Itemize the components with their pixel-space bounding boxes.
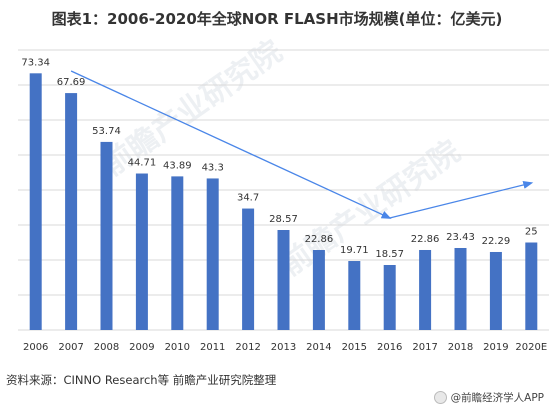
trend-arrow-down — [70, 70, 392, 219]
x-tick-label: 2018 — [448, 342, 473, 353]
bar-2009 — [135, 173, 148, 330]
x-tick-label: 2013 — [271, 342, 296, 353]
bar-2012 — [242, 208, 255, 330]
bar-2014 — [312, 249, 325, 330]
data-label: 44.71 — [128, 158, 157, 169]
data-label: 22.29 — [482, 236, 511, 247]
bar-2017 — [419, 249, 432, 330]
data-label: 22.86 — [305, 234, 334, 245]
bar-2011 — [206, 178, 219, 330]
bar-2016 — [383, 265, 396, 330]
data-label: 28.57 — [269, 214, 298, 225]
x-tick-label: 2006 — [23, 342, 48, 353]
x-tick-label: 2014 — [306, 342, 331, 353]
bar-2019 — [489, 251, 502, 330]
brand-logo-icon — [433, 391, 447, 404]
data-label: 73.34 — [21, 57, 50, 68]
x-tick-label: 2012 — [235, 342, 260, 353]
bar-2007 — [65, 93, 78, 331]
data-label: 67.69 — [57, 77, 86, 88]
footer-brand: @前瞻经济学人APP — [433, 390, 544, 405]
bar-2008 — [100, 141, 113, 330]
data-label: 43.89 — [163, 160, 192, 171]
data-label: 53.74 — [92, 126, 121, 137]
footer-brand-text: @前瞻经济学人APP — [450, 392, 544, 404]
data-label: 19.71 — [340, 245, 369, 256]
data-label: 18.57 — [375, 249, 404, 260]
bar-2018 — [454, 247, 467, 330]
x-tick-label: 2017 — [412, 342, 437, 353]
data-label: 25 — [525, 227, 538, 238]
x-tick-label: 2007 — [58, 342, 83, 353]
x-tick-label: 2008 — [94, 342, 119, 353]
x-tick-label: 2011 — [200, 342, 225, 353]
bar-2013 — [277, 230, 290, 330]
bar-2010 — [171, 176, 184, 330]
bar-2006 — [29, 73, 42, 330]
data-label: 23.43 — [446, 232, 475, 243]
x-tick-label: 2016 — [377, 342, 402, 353]
trend-arrow-up — [389, 181, 534, 219]
x-tick-label: 2010 — [165, 342, 190, 353]
bar-2020E — [525, 242, 538, 330]
bar-2015 — [348, 261, 361, 330]
x-tick-label: 2015 — [342, 342, 367, 353]
x-tick-label: 2020E — [515, 342, 547, 353]
data-label: 43.3 — [202, 162, 224, 173]
data-label: 34.7 — [237, 193, 259, 204]
chart-title: 图表1：2006-2020年全球NOR FLASH市场规模(单位：亿美元) — [51, 10, 503, 28]
source-note: 资料来源：CINNO Research等 前瞻产业研究院整理 — [6, 373, 277, 387]
x-tick-label: 2019 — [483, 342, 508, 353]
x-tick-label: 2009 — [129, 342, 154, 353]
data-label: 22.86 — [411, 234, 440, 245]
